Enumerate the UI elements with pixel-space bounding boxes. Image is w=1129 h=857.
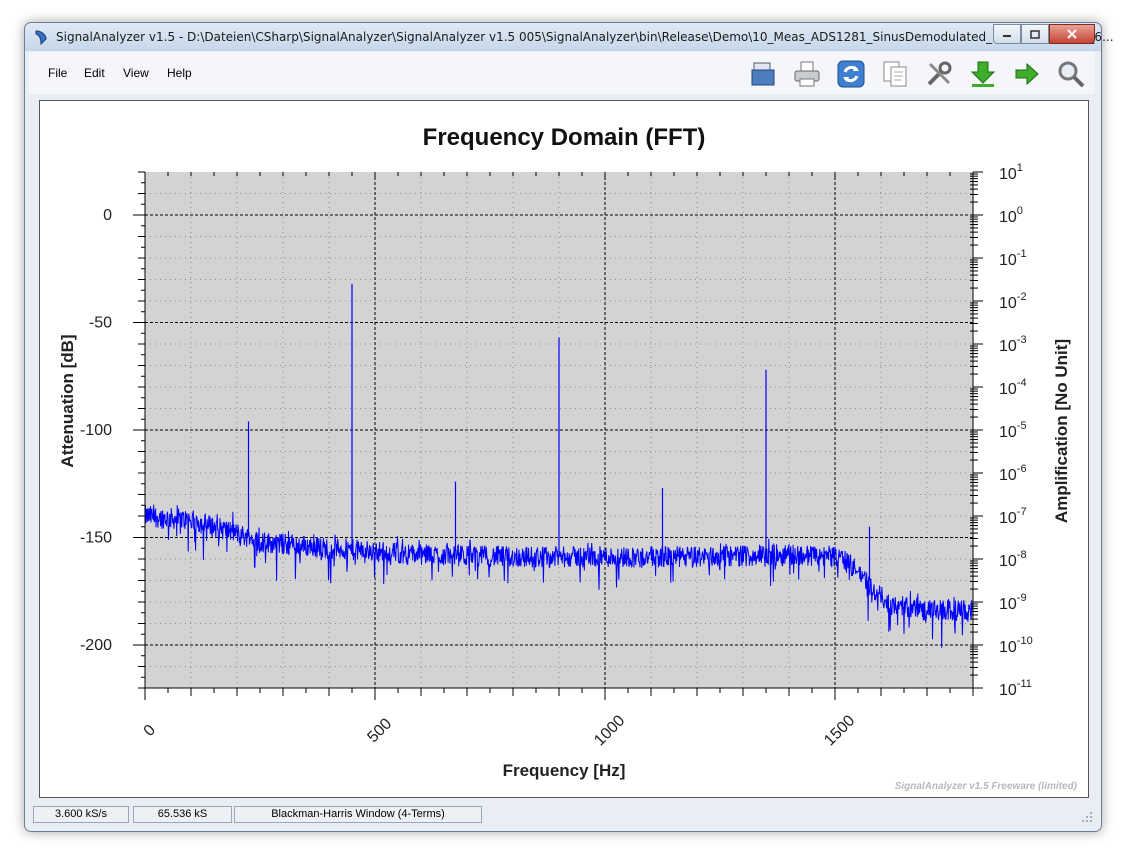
- x-tick-label: 1500: [821, 712, 858, 749]
- copy-icon: [883, 61, 907, 87]
- y2-tick-exponent: -4: [1017, 377, 1027, 389]
- y2-tick-exponent: -1: [1017, 248, 1027, 260]
- y2-tick-base: 10: [999, 467, 1017, 484]
- download-icon: [970, 61, 996, 87]
- y2-tick-label: 100: [999, 205, 1023, 226]
- open-file-icon: [751, 62, 775, 86]
- print-icon: [794, 61, 820, 87]
- close-icon: [1067, 29, 1077, 39]
- grid: [145, 172, 973, 688]
- chart-title: Frequency Domain (FFT): [423, 124, 706, 151]
- y2-tick-label: 10-2: [999, 291, 1027, 312]
- y2-tick-label: 101: [999, 162, 1023, 183]
- y-tick-label: -100: [80, 422, 112, 439]
- settings-tools-button[interactable]: [923, 58, 955, 90]
- y2-tick-label: 10-10: [999, 635, 1033, 656]
- menu-help[interactable]: Help: [167, 66, 192, 80]
- y2-tick-label: 10-8: [999, 549, 1027, 570]
- status-samples: 65.536 kS: [133, 806, 232, 823]
- y2-tick-exponent: -8: [1017, 549, 1027, 561]
- series-peaks: [247, 283, 871, 581]
- y2-tick-exponent: -5: [1017, 420, 1027, 432]
- maximize-icon: [1030, 29, 1040, 39]
- refresh-button[interactable]: [835, 58, 867, 90]
- y2-tick-label: 10-1: [999, 248, 1027, 269]
- y-tick-label: -150: [80, 530, 112, 547]
- y2-tick-base: 10: [999, 682, 1017, 699]
- print-button[interactable]: [791, 58, 823, 90]
- y2-axis-label: Amplification [No Unit]: [1052, 339, 1071, 523]
- fft-chart[interactable]: Frequency Domain (FFT) 0 500 1000 15000-50-…: [40, 101, 1088, 797]
- y2-tick-base: 10: [999, 596, 1017, 613]
- app-icon: [35, 30, 47, 45]
- x-tick-label: 1000: [591, 712, 628, 749]
- x-axis-label: Frequency [Hz]: [503, 761, 626, 780]
- y2-tick-base: 10: [999, 553, 1017, 570]
- y2-tick-exponent: -6: [1017, 463, 1027, 475]
- resize-grip-icon[interactable]: [1081, 811, 1093, 823]
- status-bar: 3.600 kS/s 65.536 kS Blackman-Harris Win…: [29, 803, 1097, 825]
- menu-view[interactable]: View: [123, 66, 149, 80]
- y2-tick-base: 10: [999, 424, 1017, 441]
- y2-tick-exponent: -10: [1017, 635, 1033, 647]
- y2-tick-base: 10: [999, 209, 1017, 226]
- y-tick-label: 0: [103, 207, 112, 224]
- status-sample-rate: 3.600 kS/s: [33, 806, 129, 823]
- y2-tick-base: 10: [999, 381, 1017, 398]
- refresh-icon: [837, 60, 865, 88]
- y2-tick-exponent: -7: [1017, 506, 1027, 518]
- x-tick-label: 500: [364, 715, 395, 746]
- y-axis-label: Attenuation [dB]: [58, 334, 77, 467]
- copy-button[interactable]: [879, 58, 911, 90]
- status-window-function: Blackman-Harris Window (4-Terms): [234, 806, 482, 823]
- window-controls: [993, 24, 1095, 44]
- y2-tick-exponent: 1: [1017, 162, 1023, 174]
- zoom-button[interactable]: [1055, 58, 1087, 90]
- menu-file[interactable]: File: [48, 66, 68, 80]
- y2-tick-base: 10: [999, 295, 1017, 312]
- menu-bar: File Edit View Help: [29, 52, 1095, 94]
- y2-tick-exponent: -11: [1017, 678, 1032, 690]
- y-tick-label: -50: [89, 315, 112, 332]
- maximize-button[interactable]: [1021, 24, 1049, 44]
- axis-ticks: [133, 171, 983, 700]
- main-window: SignalAnalyzer v1.5 - D:\Dateien\CSharp\…: [24, 22, 1114, 832]
- y2-tick-label: 10-9: [999, 592, 1027, 613]
- y2-tick-exponent: -9: [1017, 592, 1027, 604]
- y2-tick-label: 10-5: [999, 420, 1027, 441]
- y2-tick-base: 10: [999, 252, 1017, 269]
- window-title: SignalAnalyzer v1.5 - D:\Dateien\CSharp\…: [56, 30, 1114, 44]
- zoom-icon: [1058, 61, 1085, 88]
- y2-tick-base: 10: [999, 166, 1017, 183]
- y-tick-label: -200: [80, 637, 112, 654]
- open-file-button[interactable]: [747, 58, 779, 90]
- watermark: SignalAnalyzer v1.5 Freeware (limited): [895, 781, 1078, 792]
- minimize-icon: [1003, 35, 1011, 37]
- y2-tick-label: 10-3: [999, 334, 1027, 355]
- series-noise-line: [144, 504, 974, 648]
- close-button[interactable]: [1049, 24, 1095, 44]
- y2-tick-base: 10: [999, 338, 1017, 355]
- menu-edit[interactable]: Edit: [84, 66, 105, 80]
- minimize-button[interactable]: [993, 24, 1021, 44]
- y2-tick-label: 10-4: [999, 377, 1027, 398]
- plot-area[interactable]: Frequency Domain (FFT) 0 500 1000 1500 0 -50-…: [39, 100, 1089, 798]
- title-bar[interactable]: SignalAnalyzer v1.5 - D:\Dateien\CSharp\…: [25, 23, 1114, 51]
- forward-arrow-icon: [1015, 62, 1039, 86]
- y2-tick-base: 10: [999, 639, 1017, 656]
- download-button[interactable]: [967, 58, 999, 90]
- y2-tick-exponent: 0: [1017, 205, 1023, 217]
- y2-tick-label: 10-6: [999, 463, 1027, 484]
- y2-tick-base: 10: [999, 510, 1017, 527]
- y2-tick-label: 10-7: [999, 506, 1027, 527]
- x-tick-label: 0: [141, 722, 159, 740]
- y2-tick-exponent: -2: [1017, 291, 1027, 303]
- y2-tick-label: 10-11: [999, 678, 1032, 699]
- y2-tick-exponent: -3: [1017, 334, 1027, 346]
- forward-button[interactable]: [1011, 58, 1043, 90]
- settings-tools-icon: [927, 61, 952, 86]
